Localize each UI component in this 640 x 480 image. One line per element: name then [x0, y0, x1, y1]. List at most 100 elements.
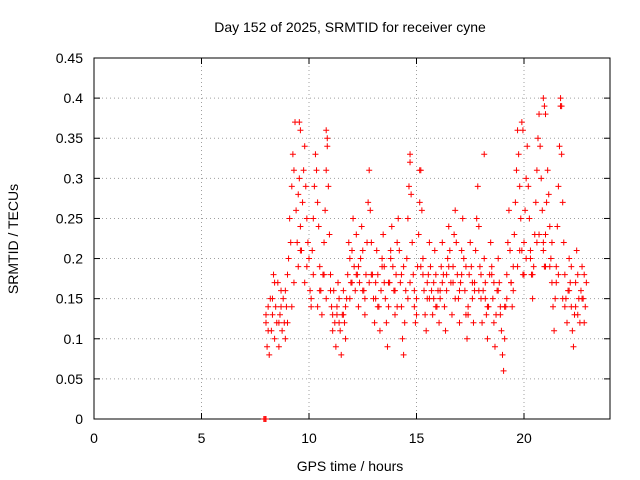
data-point — [567, 279, 574, 286]
data-point — [284, 319, 291, 326]
y-tick-label: 0.1 — [64, 331, 84, 347]
data-point — [374, 271, 381, 278]
data-point — [462, 263, 469, 270]
data-point — [470, 319, 477, 326]
data-point — [508, 279, 515, 286]
data-point — [346, 295, 353, 302]
data-point — [313, 167, 320, 174]
data-point — [324, 135, 331, 142]
data-point — [357, 255, 364, 262]
data-point — [450, 279, 457, 286]
data-point — [465, 311, 472, 318]
data-point — [321, 239, 328, 246]
data-point — [495, 255, 502, 262]
data-point — [481, 255, 488, 262]
data-point — [359, 247, 366, 254]
data-point — [499, 351, 506, 358]
data-point — [288, 303, 295, 310]
data-point — [282, 335, 289, 342]
data-point — [362, 271, 369, 278]
data-point — [546, 223, 553, 230]
data-point — [559, 295, 566, 302]
data-point — [263, 311, 269, 318]
data-point — [514, 127, 521, 134]
data-point — [384, 343, 391, 350]
data-point — [412, 319, 419, 326]
data-point — [297, 247, 304, 254]
data-point — [315, 223, 322, 230]
data-point — [452, 295, 459, 302]
data-point — [516, 247, 523, 254]
data-point — [389, 263, 396, 270]
data-point — [276, 311, 283, 318]
data-point — [510, 287, 517, 294]
data-point — [581, 271, 588, 278]
data-point — [468, 263, 475, 270]
data-point — [536, 111, 543, 118]
data-point — [308, 303, 315, 310]
data-point — [489, 295, 496, 302]
x-tick-label: 10 — [301, 430, 317, 446]
data-point — [278, 303, 285, 310]
data-point — [512, 199, 519, 206]
data-point — [445, 223, 452, 230]
data-point — [405, 183, 412, 190]
data-point — [487, 239, 494, 246]
data-point — [473, 215, 480, 222]
data-point — [516, 183, 523, 190]
data-point — [474, 183, 481, 190]
data-point — [271, 279, 278, 286]
data-point — [350, 215, 357, 222]
data-point — [266, 351, 273, 358]
data-point — [539, 207, 546, 214]
data-point — [368, 239, 375, 246]
data-point — [430, 279, 437, 286]
data-point — [581, 319, 588, 326]
data-point — [297, 223, 304, 230]
data-point — [484, 335, 491, 342]
data-point — [466, 271, 473, 278]
data-point — [309, 247, 316, 254]
data-point — [496, 279, 503, 286]
data-point — [385, 303, 392, 310]
data-point — [574, 311, 581, 318]
data-point — [322, 207, 329, 214]
data-point — [460, 255, 467, 262]
data-point — [355, 303, 362, 310]
data-point — [323, 167, 330, 174]
data-point — [467, 239, 474, 246]
data-point — [312, 151, 319, 158]
data-point — [400, 263, 407, 270]
data-point — [524, 143, 531, 150]
data-point — [353, 231, 360, 238]
data-point — [378, 287, 385, 294]
data-point — [302, 183, 309, 190]
data-point — [491, 343, 498, 350]
data-point — [556, 143, 563, 150]
data-point — [501, 335, 508, 342]
data-point — [307, 287, 314, 294]
data-point — [555, 183, 562, 190]
data-point — [548, 239, 555, 246]
data-point — [394, 303, 401, 310]
data-point — [507, 247, 514, 254]
data-point — [518, 119, 525, 126]
data-point — [442, 327, 449, 334]
data-point — [583, 279, 590, 286]
y-tick-labels: 0 0.05 0.1 0.15 0.2 0.25 0.3 0.35 0.4 0.45 — [56, 50, 83, 427]
data-point — [392, 311, 398, 318]
data-point — [372, 295, 379, 302]
data-point — [461, 287, 468, 294]
data-point — [401, 319, 408, 326]
data-point — [536, 231, 543, 238]
data-point — [540, 247, 547, 254]
data-point — [279, 327, 286, 334]
data-point — [456, 287, 463, 294]
data-point — [264, 343, 271, 350]
data-point — [550, 303, 557, 310]
data-point — [404, 215, 411, 222]
data-point — [482, 295, 489, 302]
data-point — [361, 295, 368, 302]
data-point — [413, 295, 420, 302]
data-point — [537, 143, 544, 150]
